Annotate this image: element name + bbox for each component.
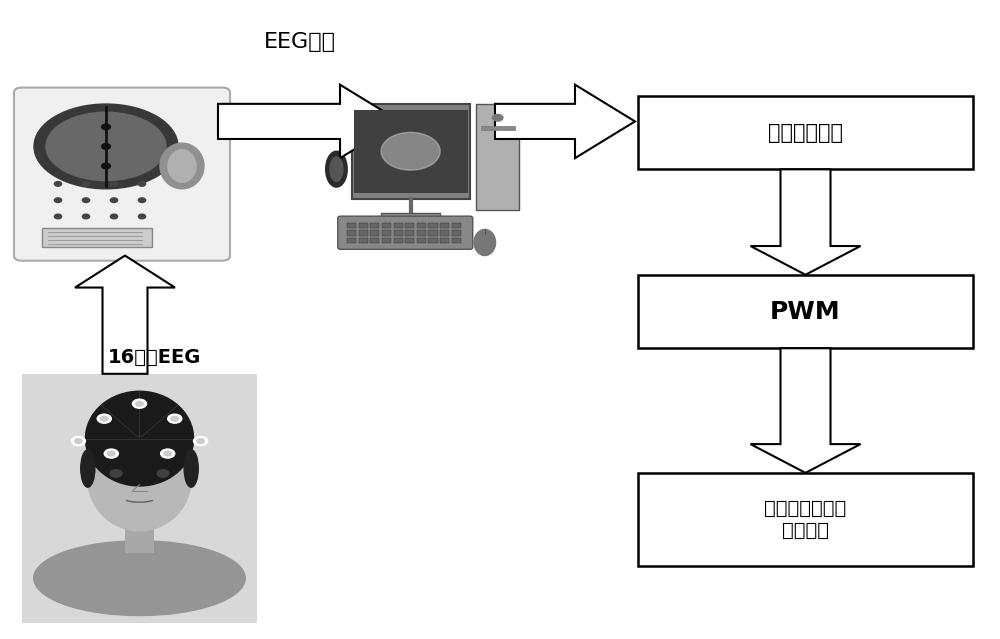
Bar — [22, 374, 257, 623]
Circle shape — [194, 436, 208, 445]
Ellipse shape — [88, 426, 191, 531]
Bar — [394, 231, 403, 236]
Circle shape — [54, 198, 62, 203]
Bar — [405, 223, 414, 228]
Bar — [352, 104, 470, 199]
Circle shape — [132, 399, 147, 408]
Bar — [359, 238, 368, 243]
Bar — [452, 238, 461, 243]
Bar — [428, 238, 438, 243]
Circle shape — [171, 416, 179, 421]
Circle shape — [82, 181, 90, 186]
Bar — [440, 238, 449, 243]
Text: 待控制装置（电
动机等）: 待控制装置（电 动机等） — [764, 498, 847, 540]
Bar — [417, 223, 426, 228]
Bar — [370, 223, 379, 228]
Bar — [481, 127, 515, 130]
Ellipse shape — [330, 157, 343, 181]
Polygon shape — [495, 85, 635, 158]
Text: 信号调理电路: 信号调理电路 — [768, 123, 843, 142]
Bar — [370, 238, 379, 243]
Circle shape — [104, 449, 118, 458]
Circle shape — [54, 214, 62, 219]
Bar — [417, 231, 426, 236]
Ellipse shape — [110, 470, 122, 477]
Ellipse shape — [381, 132, 440, 170]
Circle shape — [110, 198, 118, 203]
Bar — [476, 104, 519, 210]
Bar — [405, 238, 414, 243]
Circle shape — [100, 416, 108, 421]
Bar — [347, 231, 356, 236]
Bar — [125, 509, 154, 553]
Bar — [382, 223, 391, 228]
Polygon shape — [218, 85, 400, 158]
Circle shape — [108, 451, 115, 456]
Circle shape — [168, 414, 182, 423]
FancyBboxPatch shape — [338, 216, 473, 249]
Text: 16通道EEG: 16通道EEG — [108, 348, 202, 367]
Circle shape — [161, 449, 175, 458]
Ellipse shape — [160, 143, 204, 189]
Ellipse shape — [85, 391, 194, 486]
Circle shape — [138, 198, 146, 203]
Circle shape — [164, 451, 171, 456]
Circle shape — [71, 436, 85, 445]
Bar — [452, 231, 461, 236]
Bar — [359, 231, 368, 236]
Circle shape — [493, 114, 503, 121]
Ellipse shape — [34, 541, 245, 615]
Polygon shape — [750, 348, 860, 473]
Circle shape — [82, 198, 90, 203]
Bar — [417, 238, 426, 243]
Text: PWM: PWM — [770, 300, 841, 323]
Bar — [381, 213, 440, 221]
Ellipse shape — [326, 151, 347, 187]
Ellipse shape — [81, 450, 95, 487]
Circle shape — [138, 214, 146, 219]
Bar — [638, 96, 973, 169]
Polygon shape — [750, 169, 860, 275]
Polygon shape — [75, 256, 175, 374]
Bar — [347, 238, 356, 243]
Bar — [382, 238, 391, 243]
Bar — [370, 231, 379, 236]
Bar — [638, 473, 973, 566]
Bar — [42, 228, 152, 247]
Text: EEG数据: EEG数据 — [264, 31, 336, 52]
Circle shape — [110, 181, 118, 186]
Circle shape — [138, 181, 146, 186]
Ellipse shape — [168, 150, 196, 182]
Bar — [354, 110, 468, 193]
Bar — [638, 275, 973, 348]
Circle shape — [54, 181, 62, 186]
Circle shape — [102, 144, 110, 150]
Ellipse shape — [34, 104, 178, 189]
Circle shape — [197, 439, 204, 443]
Bar — [394, 223, 403, 228]
Circle shape — [102, 163, 110, 169]
Bar — [440, 231, 449, 236]
Bar — [359, 223, 368, 228]
Bar — [405, 231, 414, 236]
Bar — [382, 231, 391, 236]
Bar — [428, 231, 438, 236]
Bar — [452, 223, 461, 228]
Ellipse shape — [157, 470, 169, 477]
Circle shape — [82, 214, 90, 219]
Circle shape — [75, 439, 82, 443]
Bar — [440, 223, 449, 228]
Bar — [394, 238, 403, 243]
Ellipse shape — [184, 450, 198, 487]
Bar — [428, 223, 438, 228]
Circle shape — [102, 124, 110, 130]
Circle shape — [136, 401, 143, 406]
Circle shape — [110, 214, 118, 219]
Circle shape — [97, 414, 111, 423]
FancyBboxPatch shape — [14, 88, 230, 261]
Bar — [347, 223, 356, 228]
Ellipse shape — [46, 112, 166, 181]
Ellipse shape — [474, 229, 496, 256]
